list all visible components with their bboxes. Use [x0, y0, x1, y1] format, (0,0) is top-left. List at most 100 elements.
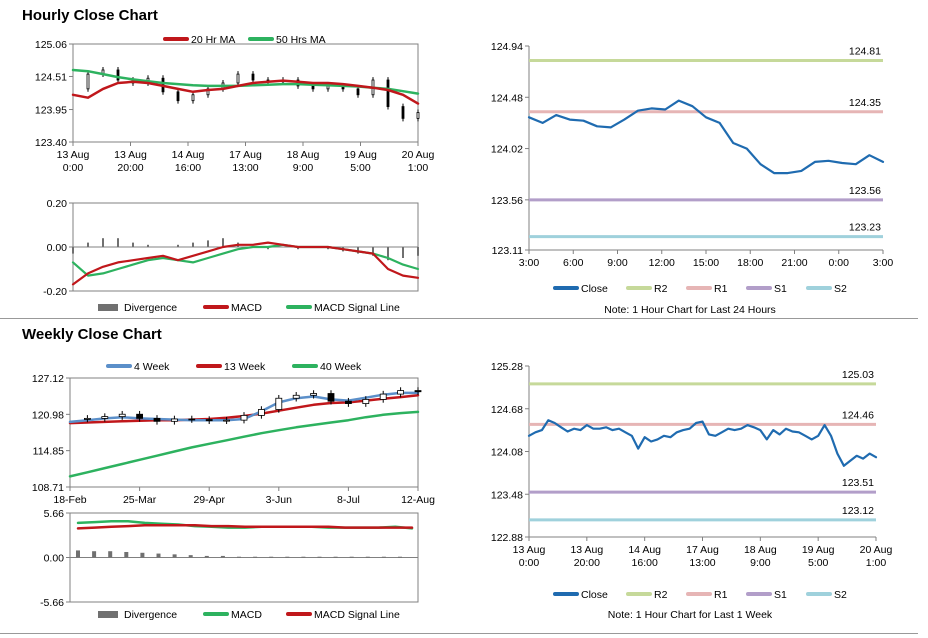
weekly-levels-x-label: 16:00	[632, 557, 658, 569]
weekly-legend-4wk-label: 4 Week	[134, 361, 170, 373]
hourly-price-bar-body	[416, 112, 420, 119]
weekly-divergence-bar	[220, 555, 225, 558]
weekly-price-x-label: 3-Jun	[266, 494, 292, 506]
hourly-price-bar-body	[176, 91, 180, 102]
hourly-price-bar-body	[86, 73, 90, 90]
hourly-price-y-label: 123.95	[35, 105, 67, 117]
weekly-levels-x-label: 17 Aug	[686, 544, 719, 556]
weekly-levels-y-label: 124.08	[491, 447, 523, 459]
section-divider	[0, 318, 918, 319]
hourly-levels-r2-label: 124.81	[849, 45, 881, 57]
weekly-levels-x-label: 1:00	[866, 557, 887, 569]
weekly-levels-legend-r2-label: R2	[654, 589, 668, 601]
hourly-price-x-label: 9:00	[293, 162, 314, 174]
weekly-levels-legend-s2-label: S2	[834, 589, 847, 601]
weekly-divergence-bar	[317, 556, 322, 558]
hourly-price-bar-body	[386, 79, 390, 107]
weekly-divergence-bar	[108, 551, 113, 558]
weekly-levels-legend-s1-label: S1	[774, 589, 787, 601]
weekly-levels-x-label: 14 Aug	[628, 544, 661, 556]
weekly-40wk-line	[68, 410, 420, 478]
hourly-price-x-label: 13 Aug	[114, 149, 147, 161]
hourly-legend-ma20-label: 20 Hr MA	[191, 34, 235, 46]
hourly-legend-divergence-swatch	[98, 304, 118, 311]
weekly-divergence-bar	[204, 555, 209, 558]
hourly-macd-line	[71, 241, 420, 286]
weekly-legend-divergence-label: Divergence	[124, 609, 177, 621]
hourly-levels-s1-label: 123.56	[849, 185, 881, 197]
weekly-price-x-label: 12-Aug	[401, 494, 435, 506]
weekly-price-bar-body	[205, 419, 213, 422]
weekly-levels-legend-close-label: Close	[581, 589, 608, 601]
weekly-price-bar-body	[84, 417, 91, 420]
weekly-divergence-bar	[398, 556, 402, 558]
weekly-levels-x-label: 18 Aug	[744, 544, 777, 556]
hourly-price-x-label: 0:00	[63, 162, 84, 174]
weekly-divergence-bar	[349, 556, 354, 558]
weekly-divergence-bar	[76, 550, 80, 558]
weekly-levels-x-label: 13 Aug	[570, 544, 603, 556]
hourly-levels-y-label: 123.56	[491, 195, 523, 207]
bottom-divider	[0, 633, 918, 634]
hourly-price-x-label: 18 Aug	[287, 149, 320, 161]
weekly-levels-y-label: 122.88	[491, 532, 523, 544]
weekly-levels-r1-label: 124.46	[842, 409, 874, 421]
hourly-levels-x-label: 12:00	[649, 257, 675, 269]
weekly-price-bar-body	[397, 390, 405, 395]
weekly-divergence-bar	[365, 556, 370, 558]
weekly-levels-legend-r1-label: R1	[714, 589, 728, 601]
hourly-legend-signal-label: MACD Signal Line	[314, 302, 400, 314]
hourly-price-x-label: 20 Aug	[402, 149, 435, 161]
hourly-levels-legend-r1-label: R1	[714, 283, 728, 295]
weekly-divergence-bar	[140, 552, 145, 558]
weekly-divergence-bar	[269, 556, 274, 558]
weekly-levels-s1-label: 123.51	[842, 477, 874, 489]
weekly-price-bar-body	[136, 413, 144, 419]
hourly-levels-x-label: 15:00	[693, 257, 719, 269]
hourly-price-bar-body	[116, 69, 120, 81]
weekly-macd-y-label: -5.66	[40, 597, 64, 609]
hourly-levels-note: Note: 1 Hour Chart for Last 24 Hours	[604, 304, 776, 316]
weekly-legend-signal-label: MACD Signal Line	[314, 609, 400, 621]
weekly-macd-y-label: 0.00	[44, 553, 65, 565]
hourly-price-frame	[72, 43, 419, 143]
hourly-levels-x-label: 9:00	[607, 257, 628, 269]
hourly-levels-y-label: 124.02	[491, 144, 523, 156]
weekly-price-y-label: 108.71	[32, 482, 64, 494]
hourly-price-bar-body	[356, 88, 360, 96]
weekly-price-x-label: 8-Jul	[337, 494, 360, 506]
hourly-levels-close-line	[527, 99, 885, 175]
hourly-price-x-label: 13 Aug	[57, 149, 90, 161]
hourly-levels-y-label: 124.48	[491, 92, 523, 104]
weekly-levels-x-label: 13:00	[689, 557, 715, 569]
weekly-levels-s2-label: 123.12	[842, 505, 874, 517]
hourly-levels-x-label: 3:00	[873, 257, 894, 269]
weekly-price-x-label: 25-Mar	[123, 494, 157, 506]
weekly-levels-x-label: 13 Aug	[513, 544, 546, 556]
weekly-price-x-label: 29-Apr	[193, 494, 225, 506]
weekly-levels-x-label: 9:00	[750, 557, 771, 569]
weekly-levels-y-label: 125.28	[491, 361, 523, 373]
weekly-divergence-bar	[333, 556, 338, 558]
weekly-price-y-label: 120.98	[32, 409, 64, 421]
hourly-price-x-label: 1:00	[408, 162, 429, 174]
weekly-divergence-bar	[301, 556, 306, 558]
hourly-price-bar-body	[191, 94, 195, 102]
weekly-price-bar-body	[292, 394, 300, 399]
weekly-divergence-bar	[381, 556, 386, 558]
hourly-price-x-label: 19 Aug	[344, 149, 377, 161]
weekly-price-y-label: 127.12	[32, 373, 64, 385]
weekly-divergence-bar	[124, 551, 129, 558]
weekly-divergence-bar	[188, 555, 193, 558]
hourly-price-bar-body	[236, 73, 240, 84]
weekly-levels-close-line	[527, 419, 878, 467]
hourly-levels-legend-r2-label: R2	[654, 283, 668, 295]
weekly-divergence-bar	[172, 554, 177, 558]
weekly-levels-x-label: 19 Aug	[802, 544, 835, 556]
weekly-price-x-label: 18-Feb	[53, 494, 86, 506]
weekly-price-bar-body	[240, 415, 248, 421]
weekly-price-bar-body	[118, 413, 126, 418]
weekly-price-bar-body	[414, 390, 422, 393]
weekly-levels-y-label: 124.68	[491, 404, 523, 416]
